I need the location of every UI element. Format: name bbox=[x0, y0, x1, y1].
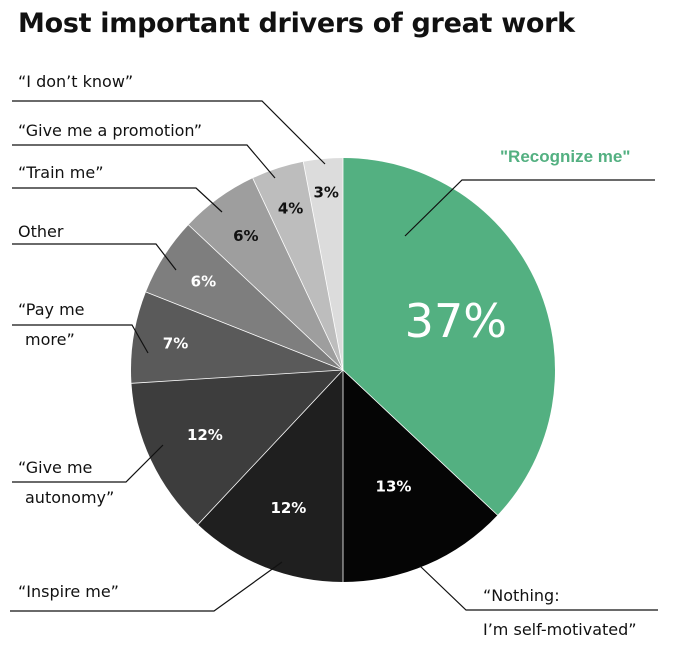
pie-slice bbox=[131, 370, 343, 525]
slice-value-label: 6% bbox=[233, 227, 258, 245]
slice-separator bbox=[145, 291, 344, 371]
category-label: “Nothing: bbox=[483, 586, 560, 605]
chart-title: Most important drivers of great work bbox=[18, 8, 575, 39]
category-label: “I don’t know” bbox=[18, 72, 133, 91]
category-label: I’m self-motivated” bbox=[483, 620, 637, 639]
slice-value-label: 3% bbox=[313, 184, 338, 202]
category-label: more” bbox=[25, 330, 75, 349]
pie-slice bbox=[145, 224, 343, 370]
category-label: “Give me a promotion” bbox=[18, 121, 202, 140]
pie-slice bbox=[131, 291, 343, 384]
category-label: Other bbox=[18, 222, 64, 241]
pie-slice bbox=[197, 370, 343, 582]
slice-value-label: 12% bbox=[270, 499, 306, 517]
category-label: “Inspire me” bbox=[18, 582, 119, 601]
category-label: “Pay me bbox=[18, 300, 85, 319]
category-label: “Train me” bbox=[18, 163, 103, 182]
slice-value-label: 7% bbox=[163, 335, 188, 353]
leader-line bbox=[12, 324, 149, 354]
pie-slice bbox=[343, 158, 555, 516]
category-label: "Recognize me" bbox=[500, 147, 630, 166]
slice-value-label: 12% bbox=[187, 426, 223, 444]
slice-value-label: 37% bbox=[405, 294, 507, 348]
pie-slice bbox=[252, 161, 343, 370]
pie-slice bbox=[343, 370, 498, 582]
category-label: autonomy” bbox=[25, 488, 114, 507]
slice-separator bbox=[197, 369, 344, 525]
leader-line bbox=[12, 444, 164, 483]
slice-separator bbox=[252, 178, 344, 371]
leader-line bbox=[419, 565, 658, 611]
leader-line bbox=[12, 187, 223, 213]
slice-value-label: 6% bbox=[191, 272, 216, 290]
slice-separator bbox=[302, 161, 344, 371]
category-label: “Give me bbox=[18, 458, 92, 477]
slice-value-label: 4% bbox=[278, 200, 303, 218]
slice-value-label: 13% bbox=[376, 478, 412, 496]
leader-line bbox=[12, 144, 276, 179]
pie-slice bbox=[188, 178, 343, 370]
leader-line bbox=[12, 100, 326, 165]
slice-separator bbox=[188, 224, 344, 371]
leader-line bbox=[12, 243, 177, 271]
slice-separator bbox=[131, 369, 344, 384]
leader-line bbox=[10, 561, 283, 612]
leader-line bbox=[404, 179, 655, 237]
slice-separator bbox=[342, 369, 498, 516]
